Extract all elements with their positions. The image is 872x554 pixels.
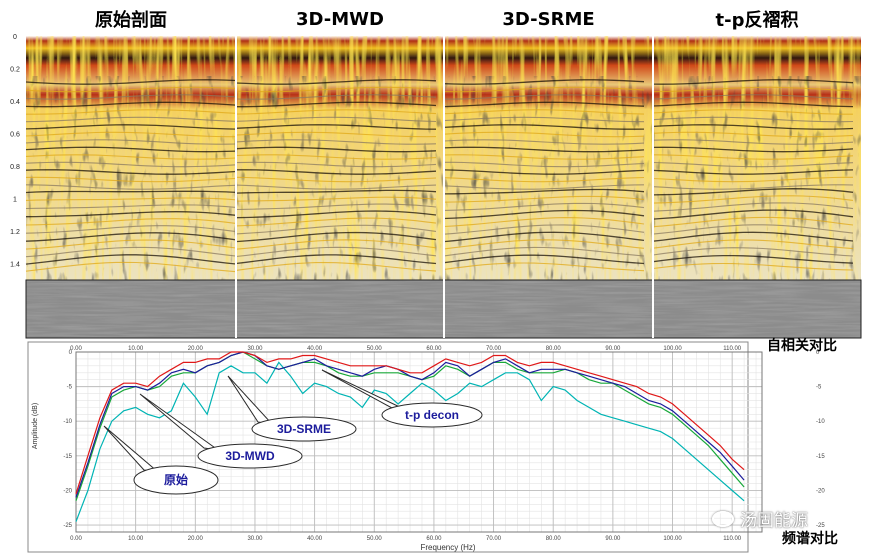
seismic-panel [25, 36, 237, 339]
spectrum-chart: 0.00 0.00 10.00 10.00 20.00 20.00 30.00 30.00 40… [27, 341, 825, 553]
x-tick-label: 0.00 [70, 536, 82, 542]
series-line [75, 351, 745, 498]
time-tick-label: 1.2 [10, 229, 20, 236]
seismic-panel [652, 36, 862, 339]
seismic-panel [443, 36, 654, 339]
panel-title-raw: 原始剖面 [95, 10, 167, 31]
series-line [75, 361, 745, 522]
y-tick-label: 0 [69, 350, 73, 356]
x-axis-label: Frequency (Hz) [420, 543, 475, 552]
y-tick-label: -5 [67, 385, 73, 391]
y-tick-label: -10 [63, 419, 72, 425]
time-axis: 0 0.2 0.4 0.6 0.8 1 1.2 1.4 [10, 34, 20, 269]
callout-label: 3D-MWD [225, 449, 275, 463]
autocorr-strip [444, 280, 653, 338]
x-tick-label: 60.00 [426, 346, 442, 352]
time-tick-label: 0.4 [10, 99, 20, 106]
x-tick-label: 40.00 [307, 536, 323, 542]
x-tick-label: 30.00 [247, 536, 263, 542]
x-tick-label: 80.00 [546, 346, 562, 352]
x-tick-label: 110.00 [723, 346, 742, 352]
autocorr-strip [236, 280, 444, 338]
time-tick-label: 0 [13, 34, 17, 41]
y-tick-label: 0 [816, 350, 820, 356]
time-tick-label: 0.2 [10, 67, 20, 74]
y-tick-label: -15 [816, 454, 825, 460]
series-line [75, 351, 745, 495]
x-tick-label: 110.00 [723, 536, 742, 542]
panel-title-tp: t-p反褶积 [715, 10, 799, 31]
watermark-text: 汤固能源 [740, 511, 808, 531]
callout-label: 原始 [164, 472, 188, 487]
y-tick-label: -25 [816, 523, 825, 529]
x-tick-label: 10.00 [128, 346, 144, 352]
callout: 3D-SRME [227, 375, 357, 442]
y-tick-label: -25 [63, 523, 72, 529]
time-tick-label: 1 [13, 197, 17, 204]
callout: 3D-MWD [139, 393, 303, 469]
y-tick-label: -5 [816, 385, 822, 391]
time-tick-label: 1.4 [10, 262, 20, 269]
x-tick-label: 70.00 [486, 346, 502, 352]
x-tick-label: 50.00 [367, 536, 383, 542]
x-tick-label: 20.00 [188, 346, 204, 352]
panel-title-mwd: 3D-MWD [296, 8, 384, 30]
chart-ticks: 0.00 0.00 10.00 10.00 20.00 20.00 30.00 30.00 40… [63, 346, 825, 542]
time-tick-label: 0.8 [10, 164, 20, 171]
callout-label: 3D-SRME [277, 422, 331, 436]
y-tick-label: -20 [816, 488, 825, 494]
y-tick-label: -10 [816, 419, 825, 425]
y-tick-label: -20 [63, 488, 72, 494]
x-tick-label: 70.00 [486, 536, 502, 542]
watermark: 汤固能源 [712, 506, 808, 531]
callout: t-p decon [321, 369, 483, 428]
autocorr-strip [26, 280, 236, 338]
x-tick-label: 100.00 [663, 536, 682, 542]
x-tick-label: 30.00 [247, 346, 263, 352]
panel-title-srme: 3D-SRME [502, 8, 595, 30]
chart-series [75, 351, 745, 522]
x-tick-label: 40.00 [307, 346, 323, 352]
autocorr-label: 自相关对比 [767, 338, 837, 354]
y-axis-label: Amplitude (dB) [32, 403, 39, 449]
x-tick-label: 80.00 [546, 536, 562, 542]
x-tick-label: 0.00 [70, 346, 82, 352]
x-tick-label: 20.00 [188, 536, 204, 542]
seismic-sections: 0 0.2 0.4 0.6 0.8 1 1.2 1.4 [10, 34, 862, 339]
callout: 原始 [103, 425, 219, 495]
seismic-panel [235, 36, 445, 339]
callout-label: t-p decon [405, 408, 459, 422]
y-tick-label: -15 [63, 454, 72, 460]
chart-frame [27, 341, 749, 553]
x-tick-label: 10.00 [128, 536, 144, 542]
time-tick-label: 0.6 [10, 132, 20, 139]
wechat-icon [712, 510, 734, 527]
autocorr-strip [653, 280, 861, 338]
x-tick-label: 90.00 [605, 536, 621, 542]
x-tick-label: 50.00 [367, 346, 383, 352]
x-tick-label: 60.00 [426, 536, 442, 542]
x-tick-label: 100.00 [663, 346, 682, 352]
x-tick-label: 90.00 [605, 346, 621, 352]
spectrum-label: 频谱对比 [782, 531, 838, 547]
